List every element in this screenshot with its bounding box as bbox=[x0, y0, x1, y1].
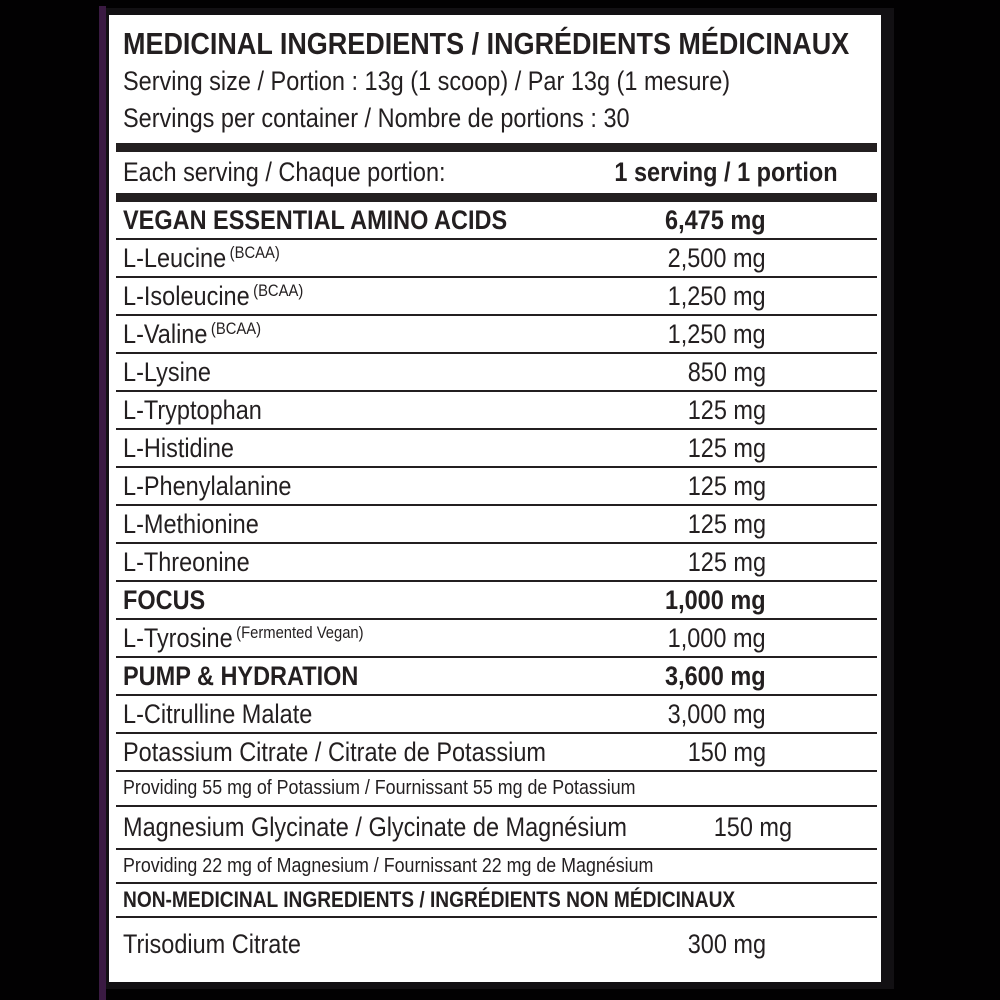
ingredient-amount-cell: 125 mg bbox=[676, 509, 877, 540]
ingredient-name: L-Tryptophan bbox=[123, 394, 262, 425]
table-row: Potassium Citrate / Citrate de Potassium… bbox=[116, 734, 877, 772]
ingredient-name: L-Leucine (BCAA) bbox=[123, 242, 280, 273]
panel-title-text: MEDICINAL INGREDIENTS / INGRÉDIENTS MÉDI… bbox=[123, 26, 850, 61]
table-row: Magnesium Glycinate / Glycinate de Magné… bbox=[116, 807, 877, 850]
table-row: Providing 22 mg of Magnesium / Fournissa… bbox=[116, 850, 877, 884]
ingredient-name: L-Tyrosine (Fermented Vegan) bbox=[123, 622, 364, 653]
ingredient-name: L-Lysine bbox=[123, 356, 211, 387]
ingredient-amount: 125 mg bbox=[687, 508, 766, 539]
ingredient-name: VEGAN ESSENTIAL AMINO ACIDS bbox=[123, 204, 508, 235]
table-row: L-Valine (BCAA) 1,250 mg bbox=[116, 316, 877, 354]
ingredient-amount-cell: 1,250 mg bbox=[653, 319, 877, 350]
ingredient-amount: 1,000 mg bbox=[668, 622, 766, 653]
panel-title: MEDICINAL INGREDIENTS / INGRÉDIENTS MÉDI… bbox=[116, 25, 877, 63]
ingredient-name: Providing 22 mg of Magnesium / Fournissa… bbox=[123, 853, 654, 877]
ingredient-amount-cell: 6,475 mg bbox=[650, 205, 877, 236]
ingredient-qualifier: (Fermented Vegan) bbox=[236, 622, 364, 642]
ingredient-amount: 850 mg bbox=[687, 356, 766, 387]
panel-content: MEDICINAL INGREDIENTS / INGRÉDIENTS MÉDI… bbox=[109, 15, 881, 971]
table-row: L-Tryptophan 125 mg bbox=[116, 392, 877, 430]
ingredient-amount: 125 mg bbox=[687, 470, 766, 501]
table-row: Trisodium Citrate 300 mg bbox=[116, 918, 877, 971]
each-serving-label: Each serving / Chaque portion: bbox=[123, 157, 446, 187]
ingredient-amount-cell: 850 mg bbox=[676, 357, 877, 388]
table-row: L-Phenylalanine 125 mg bbox=[116, 468, 877, 506]
table-row: L-Leucine (BCAA) 2,500 mg bbox=[116, 240, 877, 278]
ingredient-name: L-Histidine bbox=[123, 432, 234, 463]
servings-per-container-line: Servings per container / Nombre de porti… bbox=[123, 103, 630, 133]
ingredient-name: PUMP & HYDRATION bbox=[123, 660, 359, 691]
table-row: L-Threonine 125 mg bbox=[116, 544, 877, 582]
thick-divider-bottom bbox=[116, 193, 877, 202]
serving-size-line: Serving size / Portion : 13g (1 scoop) /… bbox=[123, 66, 731, 96]
ingredient-name: Potassium Citrate / Citrate de Potassium bbox=[123, 736, 546, 767]
ingredient-qualifier: (BCAA) bbox=[210, 318, 262, 338]
table-row: Providing 55 mg of Potassium / Fournissa… bbox=[116, 772, 877, 807]
table-row: FOCUS 1,000 mg bbox=[116, 582, 877, 620]
ingredient-amount-cell: 125 mg bbox=[676, 471, 877, 502]
ingredient-amount: 1,000 mg bbox=[665, 584, 766, 615]
table-row: L-Tyrosine (Fermented Vegan) 1,000 mg bbox=[116, 620, 877, 658]
ingredient-name: Magnesium Glycinate / Glycinate de Magné… bbox=[123, 811, 627, 842]
ingredient-amount: 3,000 mg bbox=[668, 698, 766, 729]
ingredient-amount-cell: 3,000 mg bbox=[653, 699, 877, 730]
table-row: VEGAN ESSENTIAL AMINO ACIDS 6,475 mg bbox=[116, 202, 877, 240]
ingredient-amount: 150 mg bbox=[687, 736, 766, 767]
table-row: L-Methionine 125 mg bbox=[116, 506, 877, 544]
ingredient-amount-cell: 125 mg bbox=[676, 433, 877, 464]
ingredient-amount: 6,475 mg bbox=[665, 204, 766, 235]
ingredients-table: VEGAN ESSENTIAL AMINO ACIDS 6,475 mg L-Leu… bbox=[116, 202, 877, 971]
ingredient-name: L-Methionine bbox=[123, 508, 259, 539]
thick-divider-top bbox=[116, 143, 877, 152]
ingredient-amount: 2,500 mg bbox=[668, 242, 766, 273]
table-row: L-Histidine 125 mg bbox=[116, 430, 877, 468]
ingredient-amount-cell: 150 mg bbox=[676, 737, 877, 768]
ingredient-amount-cell: 125 mg bbox=[676, 547, 877, 578]
package-accent-strip bbox=[99, 6, 106, 1000]
ingredient-amount-cell: 150 mg bbox=[702, 812, 903, 843]
ingredient-name: FOCUS bbox=[123, 584, 206, 615]
ingredient-amount-cell: 2,500 mg bbox=[653, 243, 877, 274]
ingredient-name: Trisodium Citrate bbox=[123, 928, 301, 959]
ingredient-amount-cell: 3,600 mg bbox=[650, 661, 877, 692]
table-row: L-Lysine 850 mg bbox=[116, 354, 877, 392]
ingredient-amount: 1,250 mg bbox=[668, 318, 766, 349]
ingredient-amount-cell: 1,250 mg bbox=[653, 281, 877, 312]
ingredient-amount: 125 mg bbox=[687, 394, 766, 425]
ingredient-name: L-Valine (BCAA) bbox=[123, 318, 262, 349]
ingredient-amount: 125 mg bbox=[687, 546, 766, 577]
ingredient-name: L-Phenylalanine bbox=[123, 470, 292, 501]
table-row: PUMP & HYDRATION 3,600 mg bbox=[116, 658, 877, 696]
ingredient-amount: 150 mg bbox=[713, 811, 793, 842]
ingredient-name: L-Isoleucine (BCAA) bbox=[123, 280, 304, 311]
ingredient-qualifier: (BCAA) bbox=[253, 280, 304, 300]
ingredient-name: L-Citrulline Malate bbox=[123, 698, 313, 729]
ingredient-amount-cell: 125 mg bbox=[676, 395, 877, 426]
table-row: L-Isoleucine (BCAA) 1,250 mg bbox=[116, 278, 877, 316]
ingredient-amount: 300 mg bbox=[687, 928, 766, 959]
ingredient-qualifier: (BCAA) bbox=[229, 242, 280, 262]
ingredient-amount-cell: 1,000 mg bbox=[650, 585, 877, 616]
ingredient-amount: 1,250 mg bbox=[668, 280, 766, 311]
table-row: L-Citrulline Malate 3,000 mg bbox=[116, 696, 877, 734]
supplement-facts-panel: MEDICINAL INGREDIENTS / INGRÉDIENTS MÉDI… bbox=[106, 8, 894, 989]
per-serving-header: 1 serving / 1 portion bbox=[614, 157, 838, 187]
table-row: NON-MEDICINAL INGREDIENTS / INGRÉDIENTS … bbox=[116, 884, 877, 918]
ingredient-name: L-Threonine bbox=[123, 546, 250, 577]
ingredient-amount: 3,600 mg bbox=[665, 660, 766, 691]
ingredient-name: NON-MEDICINAL INGREDIENTS / INGRÉDIENTS … bbox=[123, 886, 736, 912]
ingredient-name: Providing 55 mg of Potassium / Fournissa… bbox=[123, 776, 636, 800]
column-header-row: Each serving / Chaque portion: 1 serving… bbox=[116, 152, 877, 193]
ingredient-amount: 125 mg bbox=[687, 432, 766, 463]
ingredient-amount-cell: 300 mg bbox=[676, 929, 877, 960]
ingredient-amount-cell: 1,000 mg bbox=[653, 623, 877, 654]
